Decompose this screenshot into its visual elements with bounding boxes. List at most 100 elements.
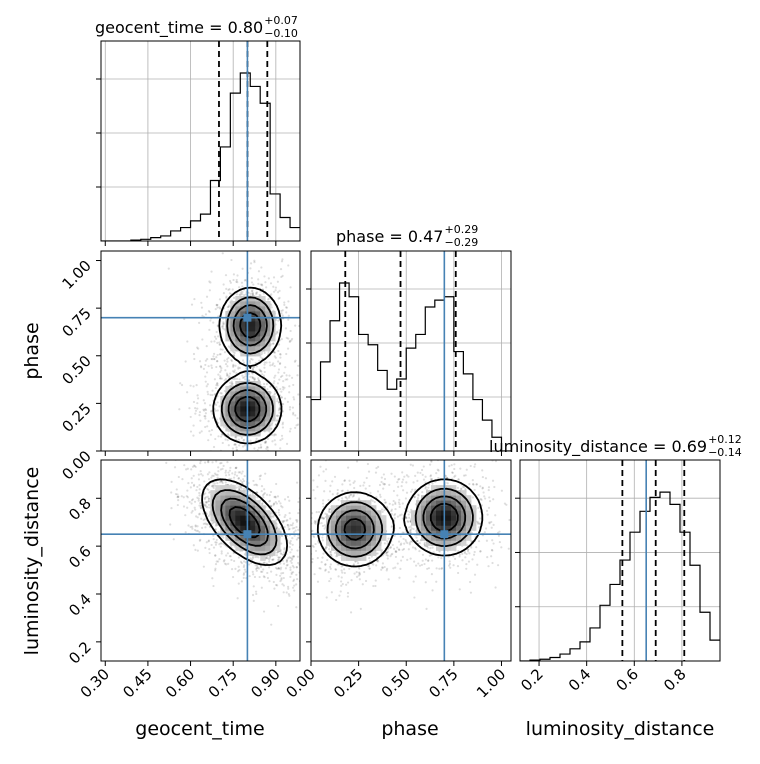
- sample-point: [198, 478, 200, 480]
- sample-point: [212, 322, 214, 324]
- sample-point: [489, 500, 491, 502]
- sample-point: [301, 573, 303, 575]
- sample-point: [488, 486, 490, 488]
- sample-point: [222, 252, 224, 254]
- sample-point: [305, 550, 307, 552]
- sample-point: [231, 568, 233, 570]
- sample-point: [425, 581, 427, 583]
- sample-point: [334, 476, 336, 478]
- sample-point: [398, 541, 400, 543]
- sample-point: [417, 497, 419, 499]
- sample-point: [214, 473, 216, 475]
- sample-point: [362, 484, 364, 486]
- sample-point: [454, 558, 456, 560]
- sample-point: [466, 469, 468, 471]
- sample-point: [211, 394, 213, 396]
- sample-point: [379, 484, 381, 486]
- sample-point: [410, 558, 412, 560]
- sample-point: [195, 410, 197, 412]
- density-cell: [250, 326, 255, 331]
- sample-point: [198, 500, 200, 502]
- sample-point: [314, 581, 316, 583]
- sample-point: [292, 587, 294, 589]
- sample-point: [271, 364, 273, 366]
- sample-point: [292, 565, 294, 567]
- sample-point: [316, 486, 318, 488]
- sample-point: [360, 608, 362, 610]
- sample-point: [209, 319, 211, 321]
- hist-panel-luminosity_distance: [515, 460, 720, 661]
- density-cell: [230, 510, 235, 515]
- sample-point: [277, 605, 279, 607]
- sample-point: [285, 327, 287, 329]
- sample-point: [324, 524, 326, 526]
- sample-point: [394, 475, 396, 477]
- sample-point: [343, 480, 345, 482]
- sample-point: [286, 559, 288, 561]
- sample-point: [425, 476, 427, 478]
- sample-point: [328, 548, 330, 550]
- sample-point: [205, 313, 207, 315]
- sample-point: [181, 495, 183, 497]
- sample-point: [261, 587, 263, 589]
- sample-point: [261, 503, 263, 505]
- hist-panel-geocent_time: [96, 41, 300, 241]
- sample-point: [186, 340, 188, 342]
- sample-point: [190, 502, 192, 504]
- sample-point: [353, 573, 355, 575]
- sample-point: [254, 576, 256, 578]
- sample-point: [238, 488, 240, 490]
- sample-point: [275, 574, 277, 576]
- sample-point: [308, 565, 310, 567]
- sample-point: [395, 556, 397, 558]
- sample-point: [251, 281, 253, 283]
- sample-point: [227, 357, 229, 359]
- sample-point: [251, 376, 253, 378]
- sample-point: [204, 461, 206, 463]
- sample-point: [359, 578, 361, 580]
- sample-point: [249, 376, 251, 378]
- sample-point: [274, 439, 276, 441]
- sample-point: [275, 287, 277, 289]
- sample-point: [326, 596, 328, 598]
- sample-point: [408, 513, 410, 515]
- sample-point: [358, 497, 360, 499]
- sample-point: [198, 494, 200, 496]
- sample-point: [365, 457, 367, 459]
- sample-point: [472, 496, 474, 498]
- sample-point: [223, 283, 225, 285]
- sample-point: [476, 521, 478, 523]
- sample-point: [295, 606, 297, 608]
- sample-point: [248, 563, 250, 565]
- sample-point: [190, 430, 192, 432]
- sample-point: [226, 373, 228, 375]
- sample-point: [200, 365, 202, 367]
- sample-point: [193, 485, 195, 487]
- sample-point: [165, 462, 167, 464]
- sample-point: [423, 479, 425, 481]
- sample-point: [291, 524, 293, 526]
- sample-point: [221, 468, 223, 470]
- sample-point: [263, 275, 265, 277]
- sample-point: [215, 338, 217, 340]
- sample-point: [295, 519, 297, 521]
- sample-point: [359, 485, 361, 487]
- sample-point: [194, 549, 196, 551]
- sample-point: [269, 361, 271, 363]
- sample-point: [268, 580, 270, 582]
- sample-point: [431, 483, 433, 485]
- sample-point: [281, 258, 283, 260]
- sample-point: [382, 488, 384, 490]
- density-cell: [240, 411, 245, 416]
- sample-point: [209, 289, 211, 291]
- sample-point: [192, 435, 194, 437]
- sample-point: [477, 507, 479, 509]
- sample-point: [194, 407, 196, 409]
- sample-point: [243, 572, 245, 574]
- sample-point: [169, 523, 171, 525]
- sample-point: [508, 519, 510, 521]
- sample-point: [200, 302, 202, 304]
- sample-point: [312, 558, 314, 560]
- sample-point: [330, 578, 332, 580]
- sample-point: [214, 438, 216, 440]
